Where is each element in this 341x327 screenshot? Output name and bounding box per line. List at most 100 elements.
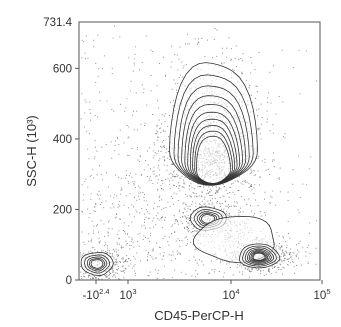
event-dot xyxy=(99,91,100,93)
event-dot xyxy=(144,219,145,221)
event-dot xyxy=(248,276,250,278)
event-dot xyxy=(115,216,117,218)
event-dot xyxy=(273,65,274,67)
event-dot xyxy=(131,204,133,206)
event-dot xyxy=(133,246,135,248)
event-dot xyxy=(251,268,253,270)
event-dot xyxy=(271,265,273,267)
event-dot xyxy=(132,242,134,244)
event-dot xyxy=(111,67,113,69)
event-dot xyxy=(88,251,90,253)
event-dot xyxy=(222,195,224,197)
event-dot xyxy=(189,179,191,180)
event-dot xyxy=(172,164,174,165)
event-dot xyxy=(133,256,135,258)
event-dot xyxy=(157,137,159,138)
event-dot xyxy=(145,249,147,251)
event-dot xyxy=(163,129,165,131)
event-dot xyxy=(169,205,171,207)
event-dot xyxy=(165,75,166,77)
event-dot xyxy=(105,275,107,277)
event-dot xyxy=(130,263,132,265)
event-dot xyxy=(163,252,165,253)
event-dot xyxy=(255,268,257,270)
event-dot xyxy=(139,69,140,71)
event-dot xyxy=(278,246,280,248)
event-dot xyxy=(148,180,150,182)
event-dot xyxy=(216,192,218,194)
event-dot xyxy=(236,66,237,68)
event-dot xyxy=(210,260,212,262)
event-dot xyxy=(165,113,167,115)
event-dot xyxy=(291,258,293,260)
event-dot xyxy=(163,207,165,209)
event-dot xyxy=(315,247,317,249)
event-dot xyxy=(155,224,157,226)
event-dot xyxy=(81,57,83,59)
event-dot xyxy=(152,157,154,159)
event-dot xyxy=(186,216,188,218)
event-dot xyxy=(87,57,89,59)
event-dot xyxy=(225,189,227,191)
event-dot xyxy=(253,193,255,195)
event-dot xyxy=(201,205,203,207)
event-dot xyxy=(188,188,190,190)
event-dot xyxy=(276,232,278,233)
event-dot xyxy=(307,263,309,264)
event-dot xyxy=(117,206,119,208)
event-dot xyxy=(85,178,87,180)
event-dot xyxy=(280,259,282,260)
event-dot xyxy=(260,103,262,105)
event-dot xyxy=(187,243,188,245)
event-dot xyxy=(149,241,151,243)
event-dot xyxy=(117,255,119,257)
event-dot xyxy=(179,209,181,211)
event-dot xyxy=(235,45,237,47)
event-dot xyxy=(287,264,289,265)
event-dot xyxy=(137,241,139,243)
event-dot xyxy=(157,167,159,169)
event-dot xyxy=(95,82,97,83)
event-dot xyxy=(177,223,179,225)
event-dot xyxy=(156,124,158,126)
event-dot xyxy=(124,110,126,112)
contour-line xyxy=(89,258,106,270)
event-dot xyxy=(165,179,167,180)
event-dot xyxy=(162,189,164,191)
event-dot xyxy=(104,274,106,276)
event-dot xyxy=(232,191,234,193)
event-dot xyxy=(229,206,231,208)
event-dot xyxy=(108,221,109,223)
event-dot xyxy=(84,253,86,255)
event-dot xyxy=(268,271,270,273)
event-dot xyxy=(276,245,277,247)
event-dot xyxy=(281,261,283,263)
event-dot xyxy=(185,64,187,65)
event-dot xyxy=(309,253,311,255)
event-dot xyxy=(118,176,120,178)
event-dot xyxy=(185,216,187,218)
event-dot xyxy=(156,175,158,177)
event-dot xyxy=(175,258,177,260)
event-dot xyxy=(135,46,136,48)
event-dot xyxy=(286,251,287,253)
event-dot xyxy=(150,168,151,170)
event-dot xyxy=(128,136,130,138)
event-dot xyxy=(126,125,128,126)
event-dot xyxy=(173,192,175,194)
event-dot xyxy=(179,216,181,218)
event-dot xyxy=(196,196,198,198)
event-dot xyxy=(214,197,216,199)
contour-line xyxy=(169,62,258,186)
event-dot xyxy=(181,175,183,177)
event-dot xyxy=(91,278,93,280)
event-dot xyxy=(113,206,115,208)
event-dot xyxy=(184,228,185,230)
event-dot xyxy=(200,206,202,208)
event-dot xyxy=(181,222,183,224)
event-dot xyxy=(264,198,265,200)
event-dot xyxy=(118,237,120,239)
event-dot xyxy=(159,127,161,129)
event-dot xyxy=(179,184,181,186)
event-dot xyxy=(194,196,196,198)
